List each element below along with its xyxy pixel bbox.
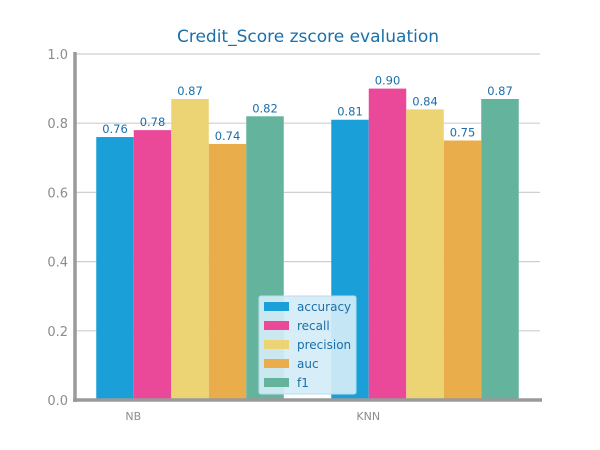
- bar-recall-knn: [368, 88, 407, 400]
- bars: [96, 88, 519, 401]
- x-tick-label: NB: [125, 410, 141, 423]
- data-label: 0.74: [215, 129, 241, 143]
- bar-precision-nb: [171, 98, 209, 400]
- data-labels: 0.76 0.78 0.87 0.74 0.82 0.81 0.90 0.84 0.75 0.87: [102, 74, 513, 143]
- legend-label-precision: precision: [297, 338, 351, 352]
- y-tick-label: 0.8: [47, 117, 68, 132]
- data-label: 0.87: [487, 84, 513, 98]
- data-label: 0.76: [102, 122, 128, 136]
- legend: accuracy recall precision auc f1: [258, 295, 357, 395]
- legend-swatch-precision: [264, 340, 289, 349]
- bar-f1-knn: [481, 98, 519, 400]
- x-axis-ticks: NB KNN: [125, 410, 380, 423]
- data-label: 0.82: [252, 101, 278, 115]
- bar-auc-knn: [443, 140, 482, 400]
- axes: [73, 52, 542, 402]
- chart-title: Credit_Score zscore evaluation: [177, 27, 439, 47]
- bar-auc-nb: [208, 143, 247, 400]
- bar-precision-knn: [406, 109, 444, 401]
- bar-recall-nb: [133, 130, 172, 400]
- y-tick-label: 1.0: [47, 48, 68, 63]
- legend-swatch-recall: [264, 321, 289, 330]
- legend-swatch-accuracy: [264, 302, 289, 311]
- legend-label-auc: auc: [297, 357, 319, 371]
- data-label: 0.75: [450, 126, 476, 140]
- legend-label-accuracy: accuracy: [297, 300, 351, 314]
- y-axis-ticks: 0.0 0.2 0.4 0.6 0.8 1.0: [47, 48, 68, 409]
- y-tick-label: 0.0: [47, 394, 68, 409]
- y-tick-label: 0.4: [47, 256, 68, 271]
- data-label: 0.90: [375, 74, 401, 88]
- legend-label-f1: f1: [297, 376, 309, 390]
- data-label: 0.84: [412, 94, 438, 108]
- legend-swatch-f1: [264, 378, 289, 387]
- legend-swatch-auc: [264, 359, 289, 368]
- data-label: 0.78: [140, 115, 166, 129]
- y-tick-label: 0.6: [47, 186, 68, 201]
- x-tick-label: KNN: [356, 410, 380, 423]
- data-label: 0.81: [337, 105, 363, 119]
- y-tick-label: 0.2: [47, 325, 68, 340]
- legend-box: [258, 295, 357, 395]
- legend-label-recall: recall: [297, 319, 330, 333]
- data-label: 0.87: [177, 84, 203, 98]
- bar-accuracy-nb: [96, 137, 134, 401]
